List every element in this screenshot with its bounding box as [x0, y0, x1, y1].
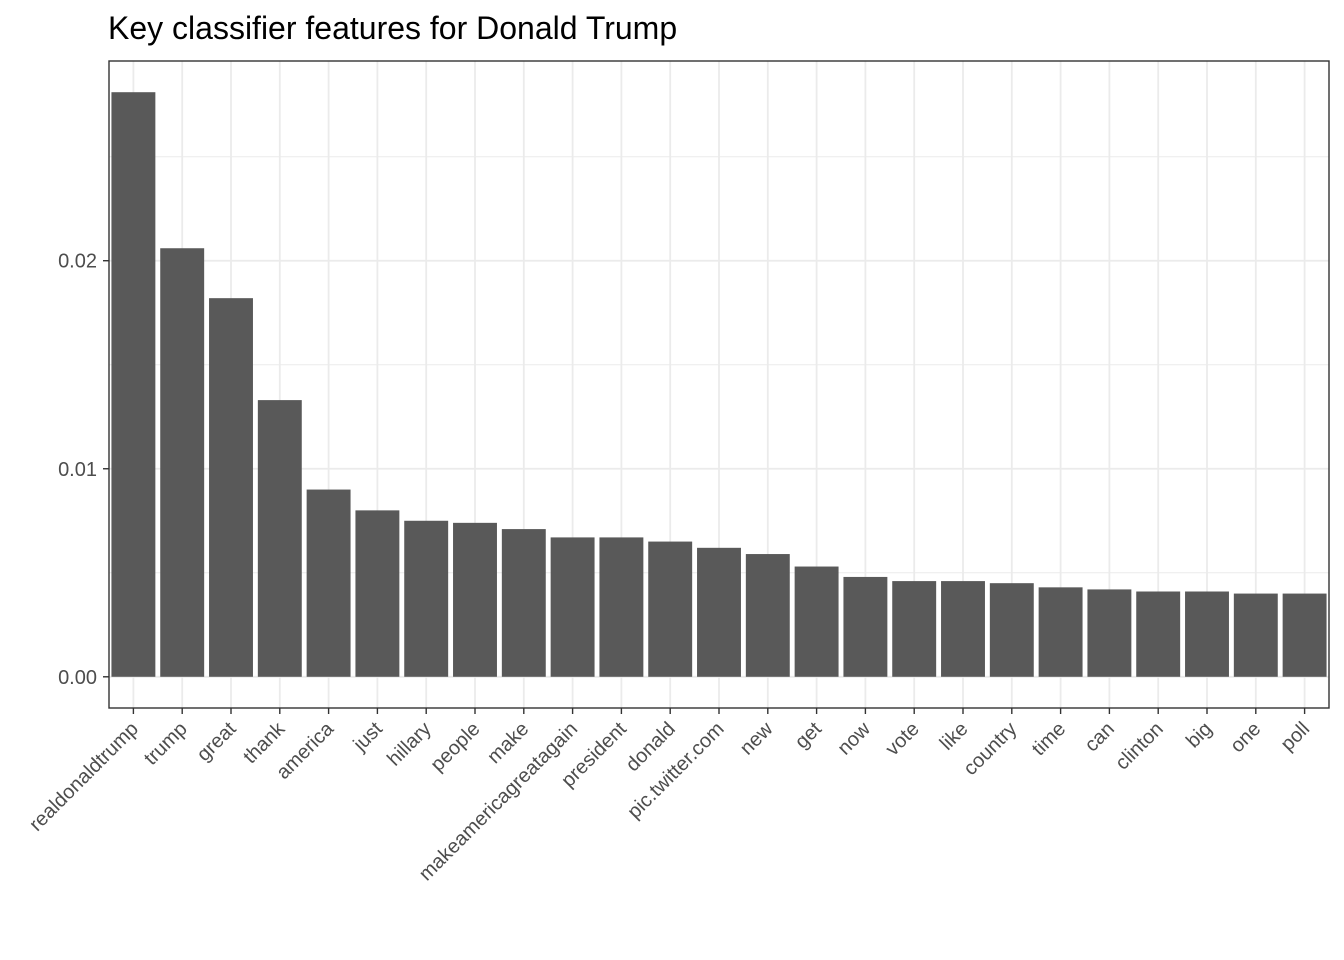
chart-title: Key classifier features for Donald Trump	[108, 10, 678, 46]
y-axis: 0.00 0.01 0.02	[58, 251, 109, 689]
bar-can	[1087, 589, 1132, 677]
bar-country	[989, 583, 1034, 677]
bar-realdonaldtrump	[111, 92, 156, 677]
bar-donald	[648, 541, 693, 677]
x-tick-label: get	[791, 718, 827, 754]
x-tick-label: like	[936, 718, 973, 755]
bar-one	[1233, 593, 1278, 677]
bar-poll	[1282, 593, 1327, 677]
bar-president	[599, 537, 644, 677]
x-tick-label: realdonaldtrump	[25, 718, 143, 836]
bar-trump	[160, 248, 205, 677]
bar-great	[209, 298, 253, 677]
bar-get	[794, 566, 839, 677]
bar-thank	[257, 400, 302, 677]
x-tick-label: time	[1028, 718, 1070, 760]
x-tick-label: poll	[1277, 718, 1315, 756]
x-tick-label: trump	[140, 718, 192, 770]
x-tick-label: just	[349, 718, 388, 757]
bars-layer	[111, 92, 1327, 677]
x-tick-label: people	[427, 718, 485, 776]
y-tick-label: 0.01	[58, 459, 97, 481]
bar-now	[843, 576, 888, 677]
bar-people	[453, 522, 497, 677]
x-tick-label: great	[193, 718, 241, 766]
bar-time	[1038, 587, 1083, 677]
bar-just	[355, 510, 400, 677]
x-tick-label: big	[1182, 718, 1216, 752]
bar-america	[306, 489, 351, 677]
y-tick-label: 0.02	[58, 251, 97, 273]
bar-hillary	[404, 520, 449, 677]
bar-makeamericagreatagain	[550, 537, 595, 677]
x-tick-label: can	[1081, 718, 1119, 756]
bar-clinton	[1136, 591, 1181, 677]
x-tick-label: one	[1226, 718, 1265, 757]
x-tick-label: country	[959, 718, 1021, 780]
x-tick-label: vote	[881, 718, 923, 760]
bar-make	[501, 529, 546, 677]
y-tick-label: 0.00	[58, 667, 97, 689]
bar-vote	[892, 581, 937, 677]
bar-pic-twitter-com	[697, 547, 741, 677]
bar-big	[1185, 591, 1229, 677]
x-tick-label: clinton	[1111, 718, 1167, 774]
bar-like	[941, 581, 985, 677]
x-tick-label: new	[736, 718, 778, 760]
bar-new	[745, 554, 790, 677]
x-tick-label: now	[833, 718, 875, 760]
